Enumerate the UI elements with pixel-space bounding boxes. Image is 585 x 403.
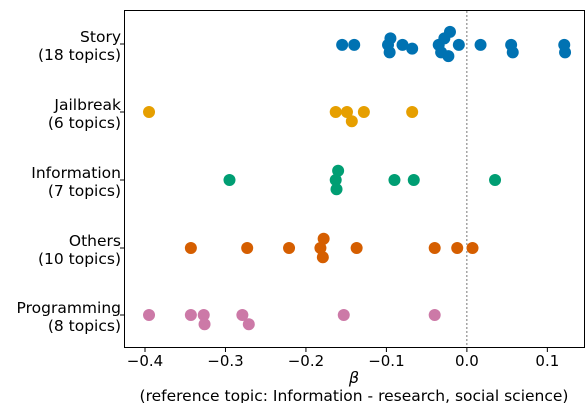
data-point: [428, 242, 441, 254]
data-point: [329, 106, 342, 118]
data-point: [559, 46, 572, 59]
data-point: [348, 38, 361, 51]
data-point: [242, 318, 255, 331]
data-point: [406, 106, 419, 118]
data-point: [451, 242, 464, 254]
x-tick-label: −0.2: [288, 352, 324, 370]
data-point: [332, 164, 345, 177]
x-axis-note: (reference topic: Information - research…: [140, 387, 569, 403]
category-label: (7 topics): [48, 182, 121, 200]
data-point: [350, 242, 363, 254]
data-point: [357, 106, 370, 118]
data-point: [466, 242, 479, 254]
data-point: [406, 42, 419, 55]
data-point: [223, 174, 236, 186]
data-point: [317, 232, 330, 245]
data-point: [442, 50, 455, 63]
data-point: [428, 309, 441, 321]
category-label: (10 topics): [38, 250, 121, 268]
data-point: [396, 38, 409, 51]
data-point: [236, 309, 249, 321]
x-tick-label: −0.3: [207, 352, 243, 370]
y-axis-category-labels: Story(18 topics) Jailbreak(6 topics) Infor…: [17, 28, 124, 335]
data-point: [337, 309, 350, 321]
data-point: [340, 106, 353, 118]
category-label: Jailbreak: [53, 96, 121, 114]
data-point: [314, 242, 327, 254]
data-point: [197, 309, 210, 321]
data-point: [198, 318, 211, 331]
data-point: [336, 38, 349, 51]
data-point: [143, 309, 156, 321]
data-point: [241, 242, 254, 254]
data-point: [506, 46, 519, 59]
data-point: [345, 115, 358, 128]
data-point: [316, 251, 329, 264]
data-points: [143, 25, 572, 331]
x-tick-label: −0.4: [127, 352, 163, 370]
data-point: [383, 46, 396, 59]
category-label: Programming: [17, 299, 121, 317]
x-tick-label: −0.1: [368, 352, 404, 370]
data-point: [184, 242, 197, 254]
category-label: (6 topics): [48, 114, 121, 132]
data-point: [283, 242, 296, 254]
data-point: [329, 174, 342, 186]
category-label: (8 topics): [48, 317, 121, 335]
data-point: [489, 174, 502, 186]
category-label: Others: [69, 232, 121, 250]
data-point: [330, 183, 343, 196]
plot-frame: [124, 10, 585, 348]
data-point: [143, 106, 156, 118]
data-point: [407, 174, 420, 186]
x-axis-ticks: −0.4 −0.3 −0.2 −0.1 0.0 0.1: [127, 347, 559, 370]
data-point: [184, 309, 197, 321]
category-label: (18 topics): [38, 46, 121, 64]
data-point: [452, 38, 465, 51]
category-label: Information: [31, 164, 121, 182]
x-axis-label: β: [348, 368, 359, 387]
data-point: [474, 38, 487, 51]
data-point: [388, 174, 401, 186]
category-label: Story: [80, 28, 121, 46]
x-tick-label: 0.0: [455, 352, 479, 370]
x-tick-label: 0.1: [535, 352, 559, 370]
